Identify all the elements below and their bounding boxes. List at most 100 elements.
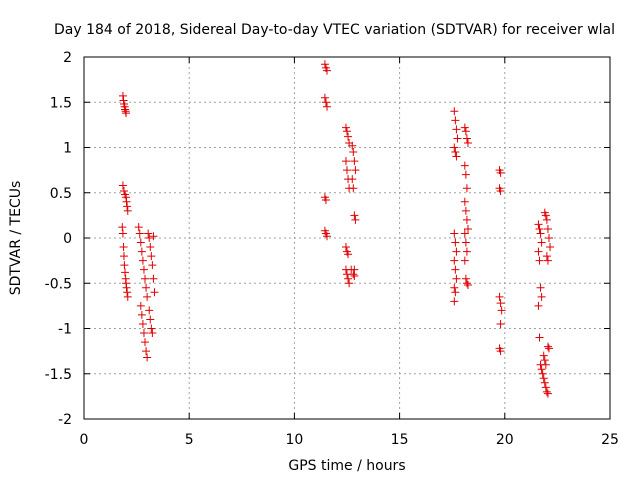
data-point: [144, 229, 153, 238]
data-point: [534, 220, 543, 229]
data-point: [122, 283, 131, 292]
data-point: [461, 206, 470, 215]
data-point: [544, 344, 553, 353]
data-point: [343, 127, 351, 136]
y-tick-labels: -2 -1.5 -1 -0.5 0 0.5 1 1.5 2: [45, 50, 72, 428]
data-point: [134, 223, 143, 232]
data-point: [541, 383, 550, 392]
data-point: [348, 141, 357, 150]
data-point: [141, 338, 150, 347]
data-point: [450, 256, 459, 265]
data-point: [148, 261, 157, 270]
data-point: [141, 274, 150, 283]
data-point: [343, 166, 351, 175]
data-point: [344, 274, 353, 283]
data-point: [537, 292, 546, 301]
data-point: [452, 247, 461, 256]
data-point: [349, 270, 358, 279]
data-point: [143, 292, 152, 301]
data-point: [544, 234, 553, 242]
data-point: [147, 324, 156, 333]
data-point: [452, 274, 461, 283]
data-point: [344, 250, 353, 259]
data-point: [138, 256, 147, 265]
data-point: [122, 197, 131, 206]
data-point: [146, 315, 155, 324]
data-point: [496, 319, 505, 328]
x-tick-label: 0: [80, 432, 89, 448]
data-point: [460, 256, 469, 265]
y-tick-label: -0.5: [45, 276, 72, 292]
data-point: [118, 223, 127, 232]
data-point: [136, 238, 145, 247]
data-point: [118, 229, 127, 238]
data-points: [118, 60, 555, 398]
data-point: [535, 333, 544, 342]
data-point: [344, 132, 353, 141]
data-point: [543, 342, 552, 351]
data-point: [450, 107, 459, 116]
data-point: [139, 265, 148, 274]
data-point: [534, 301, 543, 310]
data-point: [137, 247, 146, 256]
data-point: [123, 292, 132, 301]
x-tick-label: 20: [496, 432, 514, 448]
data-point: [497, 306, 506, 315]
data-point: [350, 157, 359, 166]
data-point: [540, 378, 549, 387]
y-tick-label: 0: [63, 231, 72, 247]
data-point: [461, 238, 470, 247]
y-tick-label: -2: [58, 412, 72, 428]
y-tick-label: -1.5: [45, 367, 72, 383]
data-point: [496, 168, 505, 177]
chart-title: Day 184 of 2018, Sidereal Day-to-day VTE…: [54, 22, 615, 38]
data-point: [451, 116, 460, 125]
data-point: [142, 283, 151, 292]
y-tick-label: 1: [63, 141, 72, 157]
x-tick-label: 15: [391, 432, 409, 448]
data-point: [321, 98, 330, 107]
data-point: [540, 356, 549, 365]
data-point: [461, 127, 470, 136]
data-point: [351, 215, 360, 224]
data-point: [462, 134, 471, 143]
data-point: [150, 288, 159, 297]
data-point: [537, 365, 546, 374]
x-tick-label: 10: [285, 432, 303, 448]
data-point: [495, 292, 504, 301]
data-point: [142, 347, 151, 356]
data-point: [536, 283, 545, 292]
data-point: [536, 229, 545, 238]
data-point: [137, 310, 146, 319]
data-point: [460, 161, 469, 170]
data-point: [460, 197, 469, 206]
data-point: [341, 157, 350, 166]
data-point: [345, 279, 354, 288]
x-tick-label: 25: [601, 432, 619, 448]
data-point: [461, 274, 470, 283]
data-point: [535, 224, 544, 233]
data-point: [496, 299, 505, 308]
data-point: [463, 281, 472, 290]
data-point: [451, 265, 460, 274]
data-point: [119, 252, 128, 261]
data-point: [450, 297, 459, 306]
data-point: [119, 186, 128, 195]
data-point: [341, 243, 350, 252]
y-tick-label: 0.5: [50, 186, 72, 202]
data-point: [143, 353, 152, 362]
data-point: [543, 389, 552, 398]
data-point: [543, 224, 552, 233]
data-point: [321, 195, 330, 204]
data-point: [542, 252, 551, 261]
data-point: [461, 170, 470, 179]
data-point: [451, 288, 460, 297]
data-point: [341, 123, 350, 132]
data-point: [135, 229, 144, 238]
data-point: [149, 232, 158, 241]
data-point: [451, 238, 460, 247]
data-point: [538, 369, 547, 378]
y-tick-label: 2: [63, 50, 72, 66]
data-point: [496, 347, 505, 356]
